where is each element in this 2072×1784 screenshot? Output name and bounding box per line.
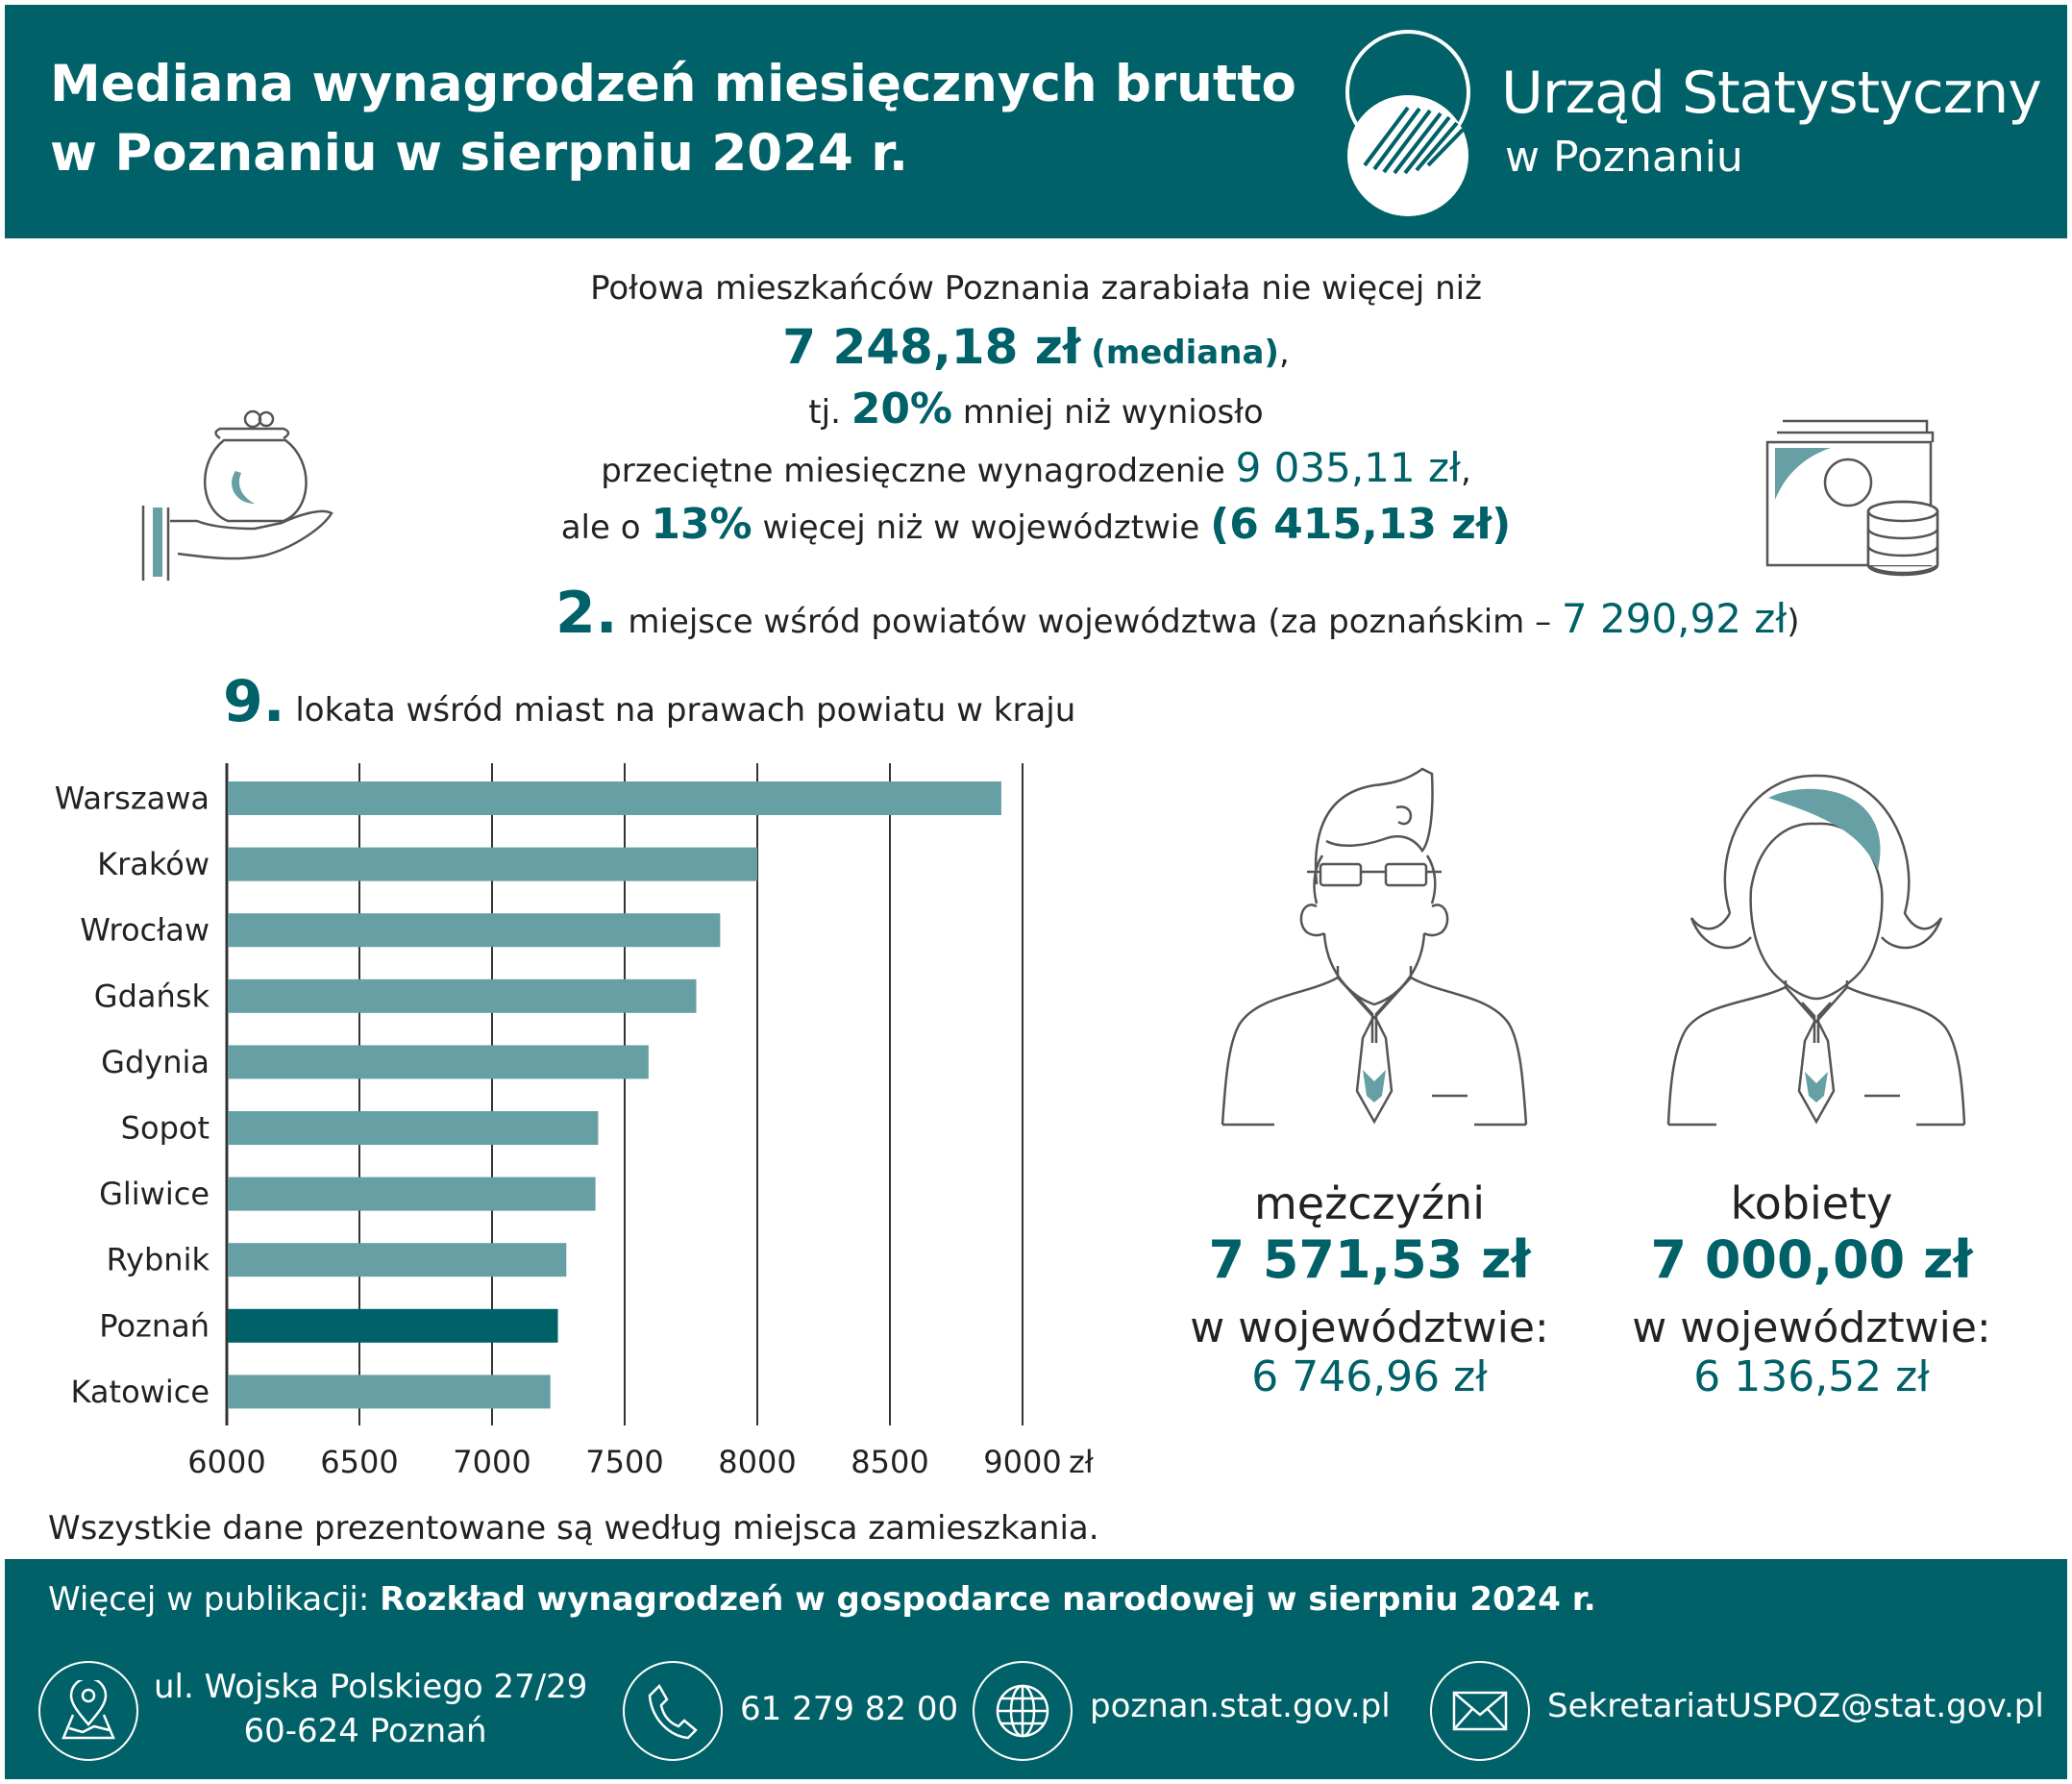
email-link[interactable]: SekretariatUSPOZ@stat.gov.pl [1547,1687,2044,1725]
men-region-value: 6 746,96 zł [1251,1352,1488,1401]
phone-number[interactable]: 61 279 82 00 [740,1690,959,1728]
pct-less: 20% [851,384,953,434]
publication-prefix: Więcej w publikacji: [48,1580,370,1619]
county-rank-close: ) [1787,603,1800,641]
bar-gdynia [228,1045,649,1079]
category-label-katowice: Katowice [71,1374,210,1410]
men-value: 7 571,53 zł [1208,1229,1531,1290]
line3-suffix: mniej niż wyniosło [962,393,1264,432]
wage-bar-chart: Warszawa Kraków Wrocław Gdańsk Gdynia Sopot Gl… [55,763,1095,1480]
mail-icon-circle [1430,1661,1530,1761]
wallet-hand-icon [141,409,333,581]
women-region-label: w województwie: [1632,1303,1991,1352]
women-region-value: 6 136,52 zł [1693,1352,1930,1401]
tick-label-8500: 8500 [851,1444,928,1480]
tick-label-6500: 6500 [320,1444,398,1480]
category-label-poznań: Poznań [99,1307,210,1344]
axis-unit: zł [1069,1444,1095,1480]
county-rank: 2. miejsce wśród powiatów województwa (z… [555,580,1800,647]
median-value: 7 248,18 zł [782,319,1081,375]
money-coins-icon [1765,419,1939,577]
bar-wrocław [228,913,721,948]
address-line-2: 60-624 Poznań [243,1712,487,1750]
tick-label-7500: 7500 [585,1444,663,1480]
category-label-gdańsk: Gdańsk [94,978,210,1014]
bar-poznań [228,1308,558,1343]
header-banner [5,5,2067,238]
category-label-rybnik: Rybnik [107,1242,210,1278]
women-caption: kobiety 7 000,00 zł w województwie: 6 13… [1619,1177,2004,1401]
women-label: kobiety [1730,1177,1893,1229]
woman-icon [1666,774,1966,1127]
mail-icon [1452,1691,1508,1731]
tick-label-8000: 8000 [718,1444,796,1480]
men-caption: mężczyźni 7 571,53 zł w województwie: 6 … [1177,1177,1562,1401]
avg-wage-value: 9 035,11 zł [1235,444,1461,491]
footnote: Wszystkie dane prezentowane są według mi… [48,1509,1099,1548]
office-logo [1345,30,1470,216]
category-label-wrocław: Wrocław [80,912,210,949]
bar-kraków [228,847,757,881]
address: ul. Wojska Polskiego 27/29 60-624 Poznań [154,1668,588,1750]
tick-label-9000: 9000 [983,1444,1061,1480]
location-icon-circle [38,1661,138,1761]
city-rank-number: 9. [223,668,285,735]
pct-more: 13% [651,500,752,549]
title-line-1: Mediana wynagrodzeń miesięcznych brutto [50,55,1296,113]
tick-label-6000: 6000 [187,1444,265,1480]
publication-line: Więcej w publikacji: Rozkład wynagrodzeń… [48,1580,1596,1619]
county-leader-value: 7 290,92 zł [1561,595,1788,642]
line5-prefix: ale o [560,508,641,547]
summary-line-4: przeciętne miesięczne wynagrodzenie 9 03… [0,444,2072,491]
bar-rybnik [228,1243,567,1277]
summary-median-line: 7 248,18 zł (mediana), [0,319,2072,375]
address-line-1: ul. Wojska Polskiego 27/29 [154,1668,588,1706]
globe-icon-circle [973,1661,1073,1761]
bar-sopot [228,1111,599,1145]
bar-gliwice [228,1177,596,1211]
org-name: Urząd Statystyczny [1501,60,2042,127]
median-comma: , [1278,334,1290,372]
bar-gdańsk [228,979,697,1013]
category-label-gliwice: Gliwice [99,1176,210,1212]
city-rank-text: lokata wśród miast na prawach powiatu w … [295,691,1076,730]
org-subtitle: w Poznaniu [1505,133,1743,182]
avg-wage-comma: , [1460,452,1471,490]
category-label-sopot: Sopot [121,1110,210,1147]
avg-wage-text: przeciętne miesięczne wynagrodzenie [601,452,1225,490]
page-title: Mediana wynagrodzeń miesięcznych brutto … [50,50,1299,188]
bar-warszawa [228,781,1001,815]
man-icon [1221,767,1528,1127]
category-label-warszawa: Warszawa [55,780,210,817]
median-note: (mediana) [1091,334,1279,372]
county-rank-number: 2. [555,580,618,647]
category-label-gdynia: Gdynia [101,1044,210,1080]
summary-line-1: Połowa mieszkańców Poznania zarabiała ni… [590,269,1482,308]
title-line-2: w Poznaniu w sierpniu 2024 r. [50,124,909,183]
men-label: mężczyźni [1254,1177,1485,1229]
line5-mid: więcej niż w województwie [762,508,1200,547]
tick-label-7000: 7000 [453,1444,530,1480]
line3-prefix: tj. [808,393,841,432]
phone-icon [648,1683,698,1740]
summary-line-5: ale o 13% więcej niż w województwie (6 4… [0,500,2072,549]
category-label-kraków: Kraków [97,846,210,882]
women-value: 7 000,00 zł [1650,1229,1973,1290]
summary-line-3: tj. 20% mniej niż wyniosło [0,384,2072,434]
globe-icon [996,1684,1049,1738]
location-icon [62,1680,115,1740]
phone-icon-circle [623,1661,723,1761]
website-link[interactable]: poznan.stat.gov.pl [1090,1687,1391,1725]
voivodeship-value: (6 415,13 zł) [1210,500,1512,549]
city-rank: 9. lokata wśród miast na prawach powiatu… [223,668,1075,735]
county-rank-text: miejsce wśród powiatów województwa (za p… [628,603,1552,641]
men-region-label: w województwie: [1190,1303,1549,1352]
publication-title[interactable]: Rozkład wynagrodzeń w gospodarce narodow… [380,1580,1596,1619]
bar-katowice [228,1375,551,1409]
